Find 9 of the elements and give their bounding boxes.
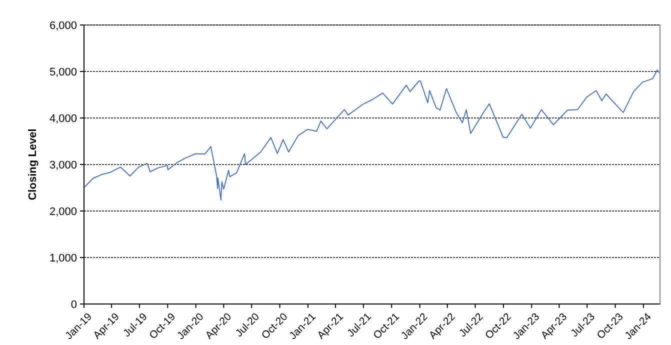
y-tick-label: 5,000 — [49, 66, 77, 78]
y-axis-title: Closing Level — [27, 128, 39, 200]
y-tick-label: 6,000 — [49, 20, 77, 32]
y-tick-label: 3,000 — [49, 159, 77, 172]
y-tick-label: 1,000 — [49, 252, 77, 264]
y-tick-label: 4,000 — [49, 112, 77, 125]
line-series — [84, 70, 660, 200]
y-tick-label: 2,000 — [49, 206, 77, 218]
y-tick-label: 0 — [70, 298, 77, 311]
